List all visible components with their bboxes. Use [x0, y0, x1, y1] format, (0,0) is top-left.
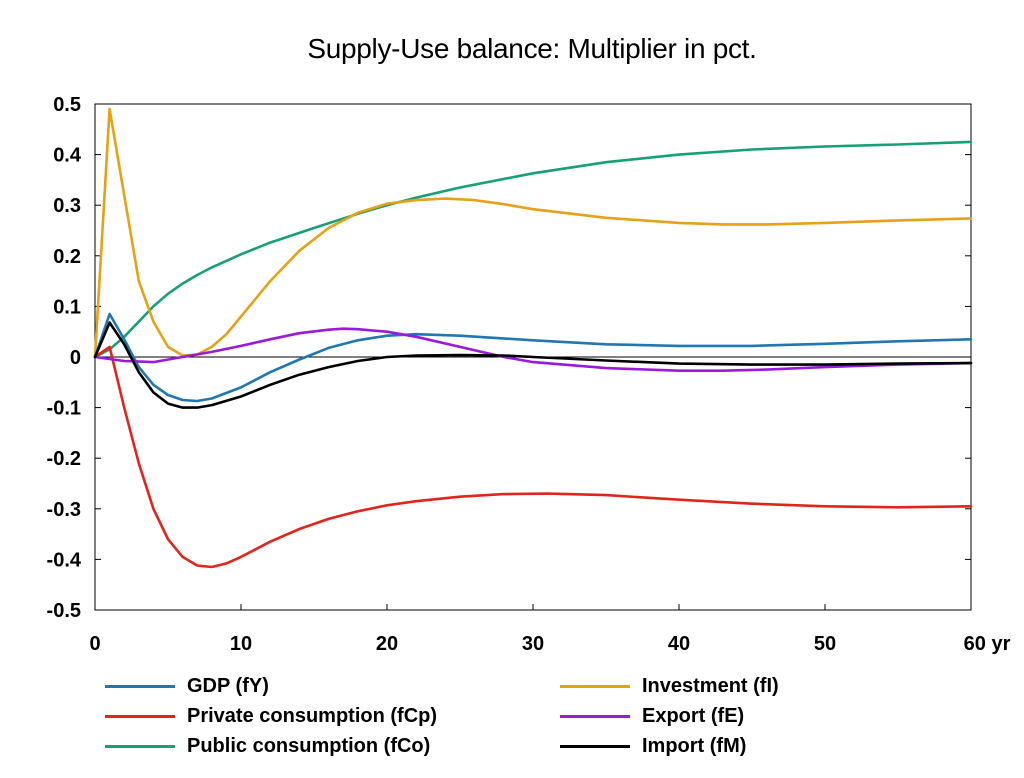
legend-label-import: Import (fM) [642, 734, 747, 757]
legend-swatch-investment [560, 684, 630, 688]
x-tick-label: 0 [89, 633, 100, 655]
y-tick-label: 0.5 [53, 94, 81, 116]
tick-labels: 0.5 0.4 0.3 0.2 0.1 0 -0.1 -0.2 -0.3 -0.4 -0.5 0 10 2… [47, 94, 1011, 655]
series-line-public-consumption [93, 140, 973, 359]
legend-swatch-import [560, 744, 630, 748]
series-line-import [93, 321, 973, 409]
series-line-gdp [93, 312, 973, 403]
legend-swatch-export [560, 714, 630, 718]
x-tick-label: 10 [230, 633, 252, 655]
legend-swatch-private-consumption [105, 714, 175, 718]
series-line-private-consumption [93, 345, 973, 569]
y-tick-label: -0.2 [47, 448, 81, 470]
legend-label-investment: Investment (fI) [642, 674, 779, 697]
x-tick-label: 50 [814, 633, 836, 655]
y-tick-label: -0.5 [47, 600, 81, 622]
legend-label-gdp: GDP (fY) [187, 674, 269, 697]
series-line-export [93, 327, 973, 373]
y-tick-label: 0 [70, 347, 81, 369]
x-tick-label: 60 yr [964, 633, 1011, 655]
legend-label-public-consumption: Public consumption (fCo) [187, 734, 431, 757]
legend-item-private-consumption: Private consumption (fCp) [105, 702, 437, 730]
chart-title: Supply-Use balance: Multiplier in pct. [307, 33, 757, 64]
legend-item-public-consumption: Public consumption (fCo) [105, 732, 430, 760]
x-tick-label: 40 [668, 633, 690, 655]
legend-label-export: Export (fE) [642, 704, 745, 727]
legend-item-investment: Investment (fI) [560, 672, 779, 700]
y-tick-label: -0.3 [47, 499, 81, 521]
series-layer [93, 107, 973, 569]
y-tick-label: 0.4 [53, 145, 82, 167]
legend-item-import: Import (fM) [560, 732, 746, 760]
x-tick-label: 30 [522, 633, 544, 655]
y-tick-label: -0.4 [47, 549, 82, 571]
x-tick-label: 20 [376, 633, 398, 655]
legend-label-private-consumption: Private consumption (fCp) [187, 704, 438, 727]
y-tick-label: 0.1 [53, 296, 81, 318]
legend-item-export: Export (fE) [560, 702, 744, 730]
y-tick-label: 0.3 [53, 195, 81, 217]
legend-swatch-gdp [105, 684, 175, 688]
y-tick-label: 0.2 [53, 246, 81, 268]
y-tick-label: -0.1 [47, 398, 81, 420]
legend-swatch-public-consumption [105, 744, 175, 748]
legend-item-gdp: GDP (fY) [105, 672, 269, 700]
series-line-investment [93, 107, 973, 359]
